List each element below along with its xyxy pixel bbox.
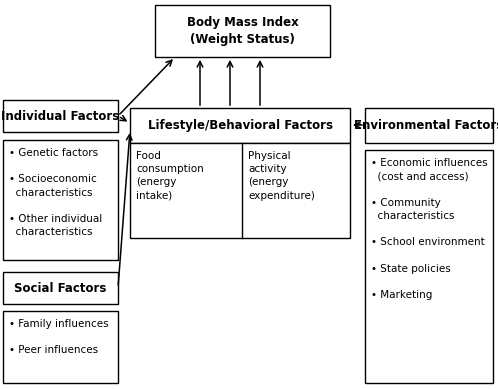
Bar [130,108,350,143]
Bar [130,143,350,238]
Bar [365,150,493,383]
Bar [365,108,493,143]
Text: • Economic influences
  (cost and access)

• Community
  characteristics

• Scho: • Economic influences (cost and access) … [371,158,488,300]
Text: Physical
activity
(energy
expenditure): Physical activity (energy expenditure) [248,151,315,201]
Bar [3,140,118,260]
Text: • Family influences

• Peer influences: • Family influences • Peer influences [9,319,109,356]
Text: Lifestyle/Behavioral Factors: Lifestyle/Behavioral Factors [147,119,333,132]
Bar [3,311,118,383]
Bar [3,272,118,304]
Bar [3,100,118,132]
Text: Food
consumption
(energy
intake): Food consumption (energy intake) [136,151,204,201]
Text: Body Mass Index
(Weight Status): Body Mass Index (Weight Status) [187,16,298,46]
Text: Individual Factors: Individual Factors [1,109,120,123]
Text: Environmental Factors: Environmental Factors [355,119,498,132]
Text: • Genetic factors

• Socioeconomic
  characteristics

• Other individual
  chara: • Genetic factors • Socioeconomic charac… [9,148,102,237]
Text: Social Factors: Social Factors [14,282,107,294]
Bar [155,5,330,57]
